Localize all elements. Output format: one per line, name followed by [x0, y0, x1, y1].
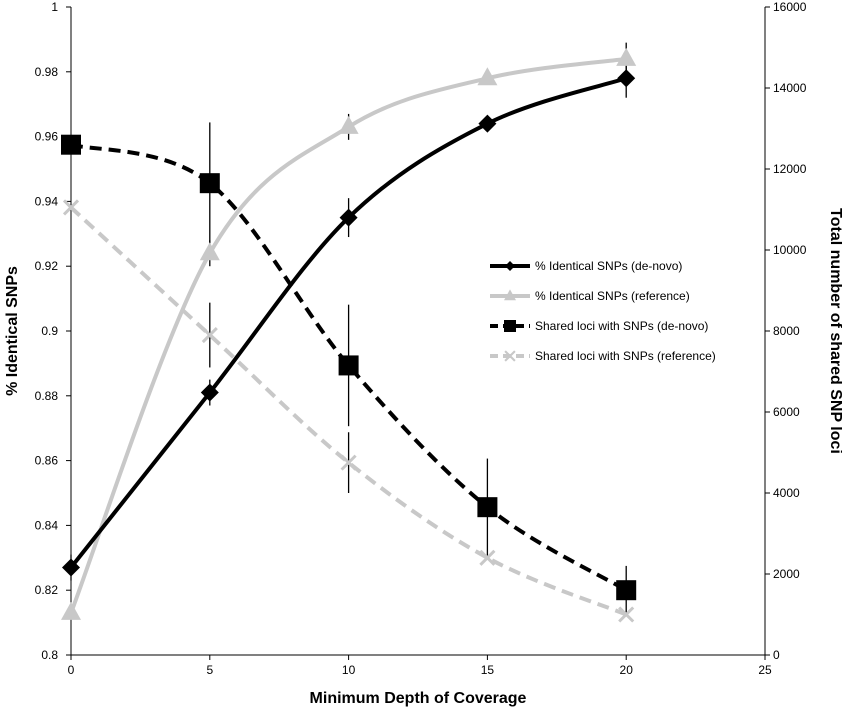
data-point	[616, 580, 637, 601]
y-tick-label: 0.9	[41, 324, 58, 338]
legend-label: % Identical SNPs (reference)	[535, 289, 690, 303]
y2-tick-label: 16000	[773, 0, 807, 14]
y-tick-label: 0.94	[35, 194, 59, 208]
legend: % Identical SNPs (de-novo) % Identical SN…	[490, 259, 716, 363]
legend-marker	[504, 289, 516, 301]
series-line	[69, 56, 627, 614]
legend-label: % Identical SNPs (de-novo)	[535, 259, 682, 273]
data-point	[479, 549, 496, 566]
y-tick-label: 1	[51, 0, 58, 14]
data-point	[617, 69, 636, 88]
data-point	[477, 67, 498, 86]
y-tick-label: 0.98	[35, 65, 59, 79]
x-axis-title: Minimum Depth of Coverage	[310, 690, 527, 707]
data-point	[199, 242, 220, 261]
series-line	[69, 76, 627, 569]
data-point	[477, 497, 498, 518]
data-point	[618, 606, 635, 623]
x-tick-label: 0	[68, 663, 75, 677]
axes	[66, 6, 770, 660]
y-axis-title: % Identical SNPs	[4, 266, 21, 396]
y2-tick-label: 14000	[773, 81, 807, 95]
x-tick-label: 20	[620, 663, 634, 677]
data-point	[199, 173, 220, 194]
data-point	[61, 601, 81, 620]
x-tick-label: 5	[206, 663, 213, 677]
y-tick-label: 0.86	[35, 454, 59, 468]
y-tick-label: 0.84	[35, 518, 59, 532]
data-point	[62, 558, 80, 577]
series-line	[69, 206, 627, 617]
legend-marker	[505, 261, 515, 271]
y2-tick-label: 0	[773, 648, 780, 662]
data-point	[201, 326, 218, 344]
y-tick-label: 0.92	[35, 259, 59, 273]
series-lines	[69, 56, 628, 617]
data-point	[616, 47, 637, 66]
y2-tick-label: 12000	[773, 162, 807, 176]
y-tick-label: 0.8	[41, 648, 58, 662]
y2-axis-title: Total number of shared SNP loci	[827, 208, 842, 454]
y-tick-label: 0.88	[35, 389, 59, 403]
x-tick-label: 15	[481, 663, 495, 677]
y2-tick-label: 8000	[773, 324, 800, 338]
legend-label: Shared loci with SNPs (reference)	[535, 349, 716, 363]
tick-labels: 0 5 10 15 20 250.80.820.840.860.880.90.920.94…	[35, 0, 807, 677]
legend-marker	[504, 320, 516, 332]
data-point	[338, 115, 359, 134]
data-point	[200, 383, 219, 402]
y2-tick-label: 10000	[773, 243, 807, 257]
data-point	[478, 114, 497, 133]
series-line	[70, 142, 628, 592]
data-point	[62, 199, 80, 216]
x-tick-label: 25	[758, 663, 772, 677]
legend-marker	[504, 350, 516, 362]
series-markers	[61, 47, 637, 623]
y2-tick-label: 6000	[773, 405, 800, 419]
y2-tick-label: 4000	[773, 486, 800, 500]
data-point	[339, 208, 358, 227]
data-point	[338, 355, 359, 376]
data-point	[340, 454, 357, 471]
data-point	[61, 134, 81, 155]
y-tick-label: 0.96	[35, 130, 59, 144]
legend-label: Shared loci with SNPs (de-novo)	[535, 319, 708, 333]
y-tick-label: 0.82	[35, 583, 59, 597]
x-tick-label: 10	[342, 663, 356, 677]
y2-tick-label: 2000	[773, 567, 800, 581]
